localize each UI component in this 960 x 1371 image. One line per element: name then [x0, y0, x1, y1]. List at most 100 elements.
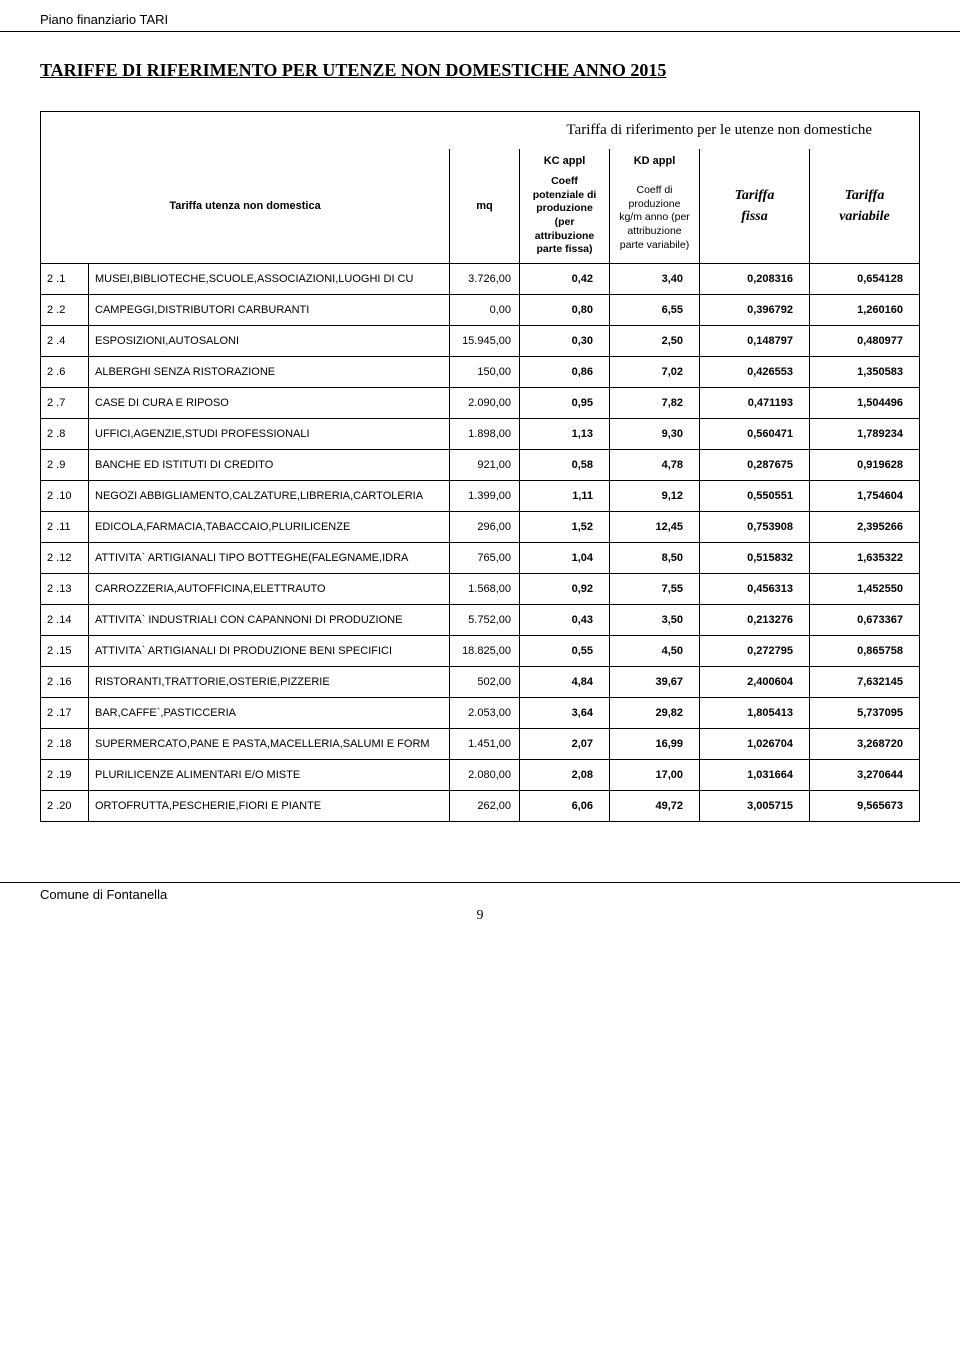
cell-kd: 9,30 — [610, 418, 700, 449]
cell-kd: 3,40 — [610, 263, 700, 294]
cell-mq: 1.399,00 — [450, 480, 520, 511]
kd-header-row: Tariffa utenza non domestica mq KC appl … — [41, 149, 920, 173]
table-row: 2 .4ESPOSIZIONI,AUTOSALONI15.945,000,302… — [41, 325, 920, 356]
page-title: TARIFFE DI RIFERIMENTO PER UTENZE NON DO… — [40, 60, 920, 81]
cell-desc: PLURILICENZE ALIMENTARI E/O MISTE — [89, 759, 450, 790]
cell-code: 2 .9 — [41, 449, 89, 480]
table-row: 2 .1MUSEI,BIBLIOTECHE,SCUOLE,ASSOCIAZION… — [41, 263, 920, 294]
cell-desc: NEGOZI ABBIGLIAMENTO,CALZATURE,LIBRERIA,… — [89, 480, 450, 511]
table-row: 2 .7CASE DI CURA E RIPOSO2.090,000,957,8… — [41, 387, 920, 418]
cell-kc: 0,86 — [520, 356, 610, 387]
cell-kd: 16,99 — [610, 728, 700, 759]
cell-kd: 39,67 — [610, 666, 700, 697]
table-row: 2 .12ATTIVITA` ARTIGIANALI TIPO BOTTEGHE… — [41, 542, 920, 573]
cell-mq: 765,00 — [450, 542, 520, 573]
cell-mq: 921,00 — [450, 449, 520, 480]
cell-kc: 0,30 — [520, 325, 610, 356]
cell-desc: BANCHE ED ISTITUTI DI CREDITO — [89, 449, 450, 480]
cell-code: 2 .19 — [41, 759, 89, 790]
cell-fissa: 1,805413 — [700, 697, 810, 728]
cell-mq: 1.451,00 — [450, 728, 520, 759]
cell-kc: 1,13 — [520, 418, 610, 449]
cell-var: 1,452550 — [810, 573, 920, 604]
kd-desc-cell: Coeff di produzione kg/m anno (per attri… — [610, 173, 700, 263]
cell-var: 0,654128 — [810, 263, 920, 294]
tariffa-var-b: variabile — [816, 206, 913, 227]
tariffa-fissa-a: Tariffa — [706, 185, 803, 206]
cell-kc: 4,84 — [520, 666, 610, 697]
cell-desc: RISTORANTI,TRATTORIE,OSTERIE,PIZZERIE — [89, 666, 450, 697]
cell-kd: 6,55 — [610, 294, 700, 325]
running-title: Piano finanziario TARI — [40, 12, 168, 27]
cell-var: 3,268720 — [810, 728, 920, 759]
cell-kd: 9,12 — [610, 480, 700, 511]
table-row: 2 .8UFFICI,AGENZIE,STUDI PROFESSIONALI1.… — [41, 418, 920, 449]
cell-fissa: 0,272795 — [700, 635, 810, 666]
cell-var: 0,919628 — [810, 449, 920, 480]
cell-mq: 2.080,00 — [450, 759, 520, 790]
kc-desc: Coeff potenziale di produzione (per attr… — [526, 175, 603, 257]
cell-kd: 4,78 — [610, 449, 700, 480]
cell-kd: 2,50 — [610, 325, 700, 356]
cell-desc: UFFICI,AGENZIE,STUDI PROFESSIONALI — [89, 418, 450, 449]
cell-kc: 0,80 — [520, 294, 610, 325]
kd-title: KD appl — [634, 155, 676, 167]
cell-kd: 17,00 — [610, 759, 700, 790]
cell-fissa: 0,456313 — [700, 573, 810, 604]
col-header-kc: KC appl Coeff potenziale di produzione (… — [520, 149, 610, 263]
cell-code: 2 .4 — [41, 325, 89, 356]
cell-mq: 150,00 — [450, 356, 520, 387]
cell-kc: 1,11 — [520, 480, 610, 511]
cell-var: 1,260160 — [810, 294, 920, 325]
cell-code: 2 .10 — [41, 480, 89, 511]
table-row: 2 .11EDICOLA,FARMACIA,TABACCAIO,PLURILIC… — [41, 511, 920, 542]
cell-desc: ALBERGHI SENZA RISTORAZIONE — [89, 356, 450, 387]
cell-kc: 1,04 — [520, 542, 610, 573]
table-row: 2 .2CAMPEGGI,DISTRIBUTORI CARBURANTI0,00… — [41, 294, 920, 325]
subtitle-row: Tariffa di riferimento per le utenze non… — [41, 112, 920, 150]
cell-code: 2 .13 — [41, 573, 89, 604]
table-row: 2 .19PLURILICENZE ALIMENTARI E/O MISTE2.… — [41, 759, 920, 790]
cell-fissa: 1,026704 — [700, 728, 810, 759]
cell-kd: 3,50 — [610, 604, 700, 635]
cell-kd: 7,02 — [610, 356, 700, 387]
subtitle-spacer — [41, 112, 520, 150]
table-row: 2 .20ORTOFRUTTA,PESCHERIE,FIORI E PIANTE… — [41, 790, 920, 821]
cell-fissa: 0,148797 — [700, 325, 810, 356]
kd-title-cell: KD appl — [610, 149, 700, 173]
kd-desc: Coeff di produzione kg/m anno (per attri… — [616, 184, 693, 252]
cell-kd: 29,82 — [610, 697, 700, 728]
cell-var: 1,789234 — [810, 418, 920, 449]
cell-fissa: 0,753908 — [700, 511, 810, 542]
cell-var: 1,754604 — [810, 480, 920, 511]
cell-var: 1,504496 — [810, 387, 920, 418]
cell-desc: ORTOFRUTTA,PESCHERIE,FIORI E PIANTE — [89, 790, 450, 821]
cell-desc: EDICOLA,FARMACIA,TABACCAIO,PLURILICENZE — [89, 511, 450, 542]
cell-fissa: 0,426553 — [700, 356, 810, 387]
cell-kc: 2,08 — [520, 759, 610, 790]
kc-title: KC appl — [526, 155, 603, 167]
page-footer: Comune di Fontanella 9 — [0, 882, 960, 944]
tariff-table-body: 2 .1MUSEI,BIBLIOTECHE,SCUOLE,ASSOCIAZION… — [41, 263, 920, 821]
tariff-table: Tariffa di riferimento per le utenze non… — [40, 111, 920, 822]
cell-fissa: 0,560471 — [700, 418, 810, 449]
cell-kc: 0,95 — [520, 387, 610, 418]
table-row: 2 .16RISTORANTI,TRATTORIE,OSTERIE,PIZZER… — [41, 666, 920, 697]
cell-code: 2 .18 — [41, 728, 89, 759]
cell-code: 2 .12 — [41, 542, 89, 573]
cell-kc: 0,92 — [520, 573, 610, 604]
cell-code: 2 .6 — [41, 356, 89, 387]
cell-code: 2 .16 — [41, 666, 89, 697]
col-header-utenza: Tariffa utenza non domestica — [41, 149, 450, 263]
cell-code: 2 .15 — [41, 635, 89, 666]
cell-code: 2 .7 — [41, 387, 89, 418]
cell-kd: 4,50 — [610, 635, 700, 666]
cell-kd: 7,55 — [610, 573, 700, 604]
cell-mq: 5.752,00 — [450, 604, 520, 635]
cell-mq: 262,00 — [450, 790, 520, 821]
col-header-mq: mq — [450, 149, 520, 263]
col-header-variabile: Tariffa variabile — [810, 149, 920, 263]
cell-mq: 296,00 — [450, 511, 520, 542]
table-row: 2 .6ALBERGHI SENZA RISTORAZIONE150,000,8… — [41, 356, 920, 387]
cell-var: 5,737095 — [810, 697, 920, 728]
